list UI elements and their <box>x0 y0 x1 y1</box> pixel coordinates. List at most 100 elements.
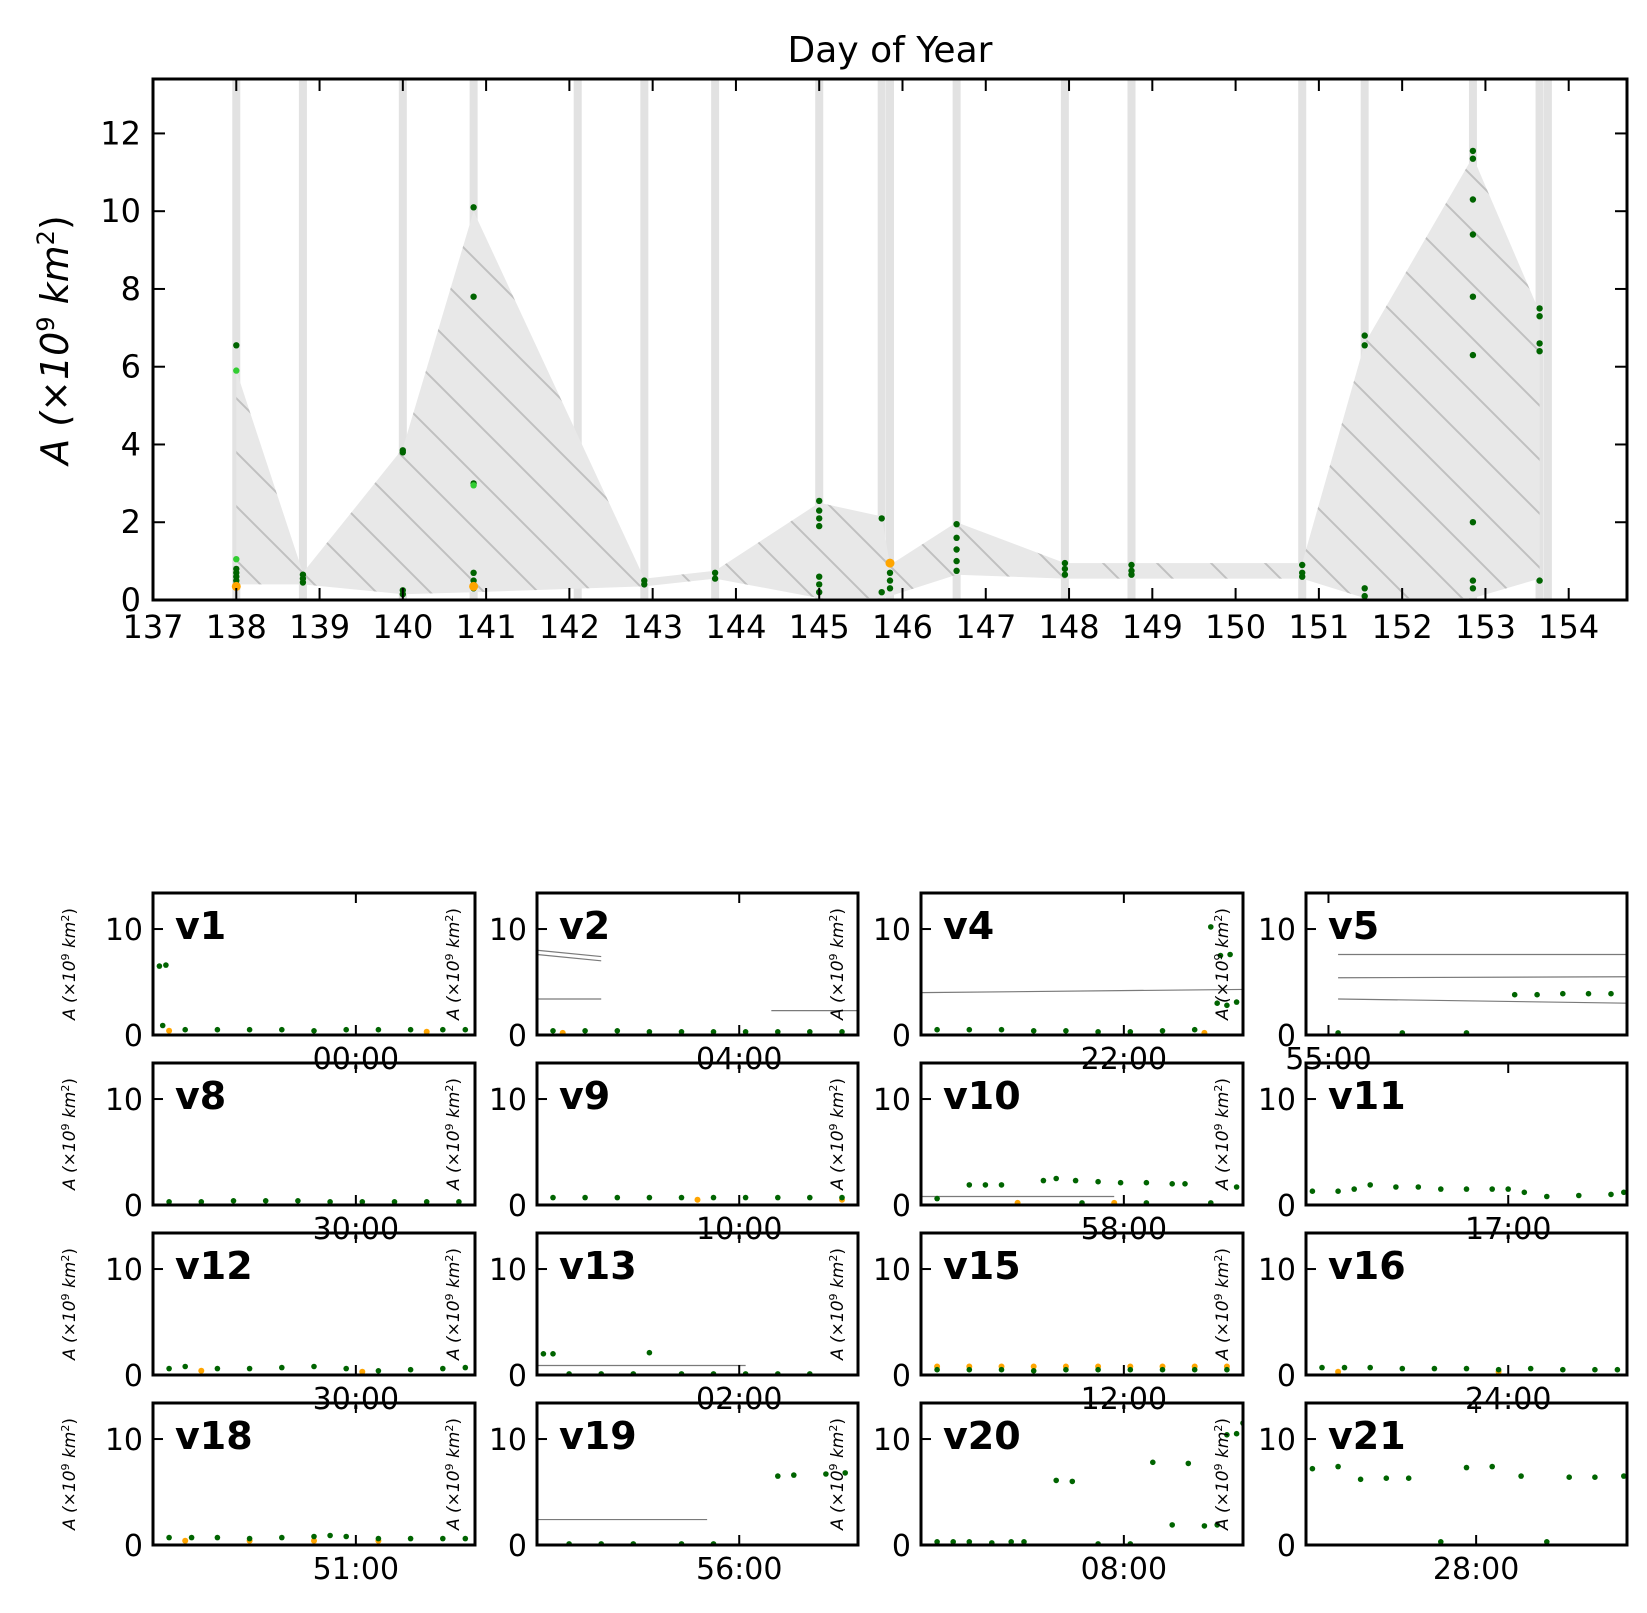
panel-y-tick-label: 0 <box>124 1359 143 1394</box>
panel-y-axis-label-part: km <box>1213 1092 1233 1124</box>
x-tick-label: 148 <box>1039 608 1100 646</box>
panel-point <box>1150 1459 1156 1466</box>
vertical-band <box>1543 79 1552 600</box>
data-point <box>953 567 960 574</box>
panel-y-axis-label-part: 9 <box>1212 1123 1225 1130</box>
panel-point <box>550 1194 556 1201</box>
panel-plot-area <box>934 1420 1243 1545</box>
panel-y-axis-label-part: km <box>444 922 464 954</box>
vertical-band <box>711 79 720 600</box>
panel-y-axis-label-part: 9 <box>827 1293 840 1300</box>
panel-point-orange <box>694 1196 701 1203</box>
panel-point <box>1169 1181 1175 1187</box>
panel-label: v2 <box>559 904 610 948</box>
panel-point <box>934 1539 940 1545</box>
x-tick-label: 139 <box>289 608 350 646</box>
x-tick-label: 152 <box>1372 608 1433 646</box>
panel-point <box>540 1351 547 1357</box>
panel-y-axis-label: A (×109 km2) <box>1212 1248 1233 1361</box>
panel-point <box>678 1194 685 1201</box>
panel-y-axis-label-part: km <box>444 1432 464 1464</box>
y-tick-label: 8 <box>121 270 141 308</box>
panel-y-axis-label-part: 9 <box>59 1463 72 1470</box>
panel-point <box>1463 1186 1470 1192</box>
panel-v5: 0 10 55:00 v5 A (×109 km2) <box>1212 891 1629 1077</box>
panel-x-tick-label: 56:00 <box>696 1552 782 1587</box>
panel-plot-area <box>537 949 858 1035</box>
panel-point <box>1233 999 1240 1005</box>
panel-point <box>966 1182 973 1188</box>
panel-point <box>343 1533 350 1540</box>
data-point <box>470 569 477 576</box>
panel-point <box>1341 1364 1348 1371</box>
y-axis-label-suffix: ) <box>33 215 77 230</box>
envelope-hatch <box>236 156 1540 599</box>
panel-point <box>1592 1366 1598 1373</box>
panel-frame <box>535 891 860 1037</box>
panel-label: v10 <box>943 1074 1021 1118</box>
panel-point <box>1357 1476 1364 1483</box>
panel-y-axis-label-part: 2 <box>1212 1255 1225 1262</box>
panel-y-axis-label-part: 9 <box>827 1463 840 1470</box>
panel-y-tick-label: 10 <box>105 1423 143 1458</box>
data-point <box>470 204 477 211</box>
panel-y-axis-label-part: ) <box>444 1078 464 1085</box>
panel-point <box>807 1029 813 1035</box>
panel-y-axis-label-part: A (×10 <box>1213 1130 1233 1191</box>
panel-point <box>279 1364 285 1371</box>
panel-y-tick-label: 10 <box>873 913 911 948</box>
data-point <box>1469 585 1477 592</box>
panel-y-axis-label-part: 2 <box>827 1085 840 1092</box>
panel-label: v8 <box>175 1074 226 1118</box>
panel-y-axis-label-part: 2 <box>443 915 456 922</box>
panel-y-tick-label: 0 <box>892 1529 911 1564</box>
panel-y-axis-label-part: ) <box>828 1418 848 1425</box>
panel-y-axis-label: A (×109 km2) <box>1212 908 1233 1021</box>
panel-point <box>1169 1522 1175 1528</box>
vertical-band <box>877 79 886 600</box>
panel-y-tick-label: 10 <box>489 1083 527 1118</box>
data-point <box>1536 313 1543 320</box>
panel-point <box>1227 951 1233 958</box>
panel-y-axis-label-part: 9 <box>1212 1293 1225 1300</box>
panel-point <box>1608 990 1614 997</box>
panel-y-axis-label-part: A (×10 <box>60 1470 80 1531</box>
panel-point <box>1040 1177 1047 1184</box>
y-axis-label-exp: 9 <box>32 316 60 331</box>
panel-label: v4 <box>943 904 994 948</box>
data-point <box>878 589 885 596</box>
panel-point-orange <box>1335 1368 1342 1375</box>
panel-point <box>462 1535 469 1542</box>
panel-point <box>246 1535 253 1542</box>
panel-point <box>182 1026 188 1033</box>
panel-plot-area <box>537 1349 813 1375</box>
panel-y-axis-label-part: 9 <box>827 1123 840 1130</box>
panel-frame <box>151 1231 477 1377</box>
panel-y-axis-label-part: 9 <box>827 953 840 960</box>
data-point <box>1469 155 1477 162</box>
panel-point <box>934 1026 940 1033</box>
panel-label: v21 <box>1328 1414 1406 1458</box>
panel-point <box>1224 1432 1230 1438</box>
panel-y-tick-label: 0 <box>1277 1359 1296 1394</box>
panel-y-tick-label: 10 <box>1258 913 1296 948</box>
panel-point <box>163 962 169 968</box>
data-point <box>953 546 960 553</box>
panel-y-axis-label: A (×109 km2) <box>827 1248 848 1361</box>
panel-y-axis-label-part: km <box>60 1092 80 1124</box>
panel-point <box>1127 1366 1134 1373</box>
panel-plot-area <box>1309 1182 1627 1200</box>
panel-point <box>407 1535 414 1542</box>
y-axis-label: A (×109 km2) <box>32 215 77 468</box>
panel-frame <box>151 891 477 1037</box>
data-point <box>1536 577 1543 584</box>
panel-x-tick-label: 28:00 <box>1433 1552 1519 1587</box>
data-point <box>1469 577 1477 584</box>
panel-y-tick-label: 0 <box>892 1189 911 1224</box>
panel-y-axis-label-part: 2 <box>1212 1085 1225 1092</box>
panel-point <box>1233 1430 1240 1437</box>
